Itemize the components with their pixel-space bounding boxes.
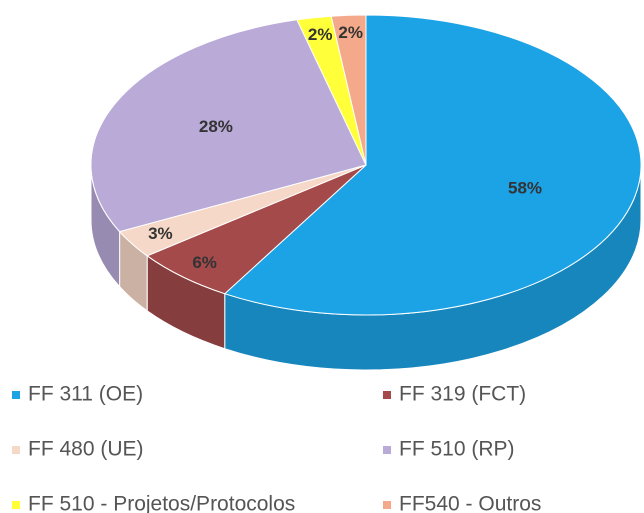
data-label: 2% [338,23,363,42]
slice [223,14,642,316]
data-label: 6% [192,253,217,272]
slice [90,19,367,233]
data-label: 2% [308,25,333,44]
legend-marker [383,501,391,509]
legend-label: FF 311 (OE) [28,383,143,406]
legend-label: FF 510 - Projetos/Protocolos [28,493,295,513]
slice [330,14,367,166]
legend-label: FF540 - Outros [399,493,541,513]
data-label: 3% [148,224,173,243]
data-label: 28% [199,117,233,136]
legend-marker [12,446,20,454]
legend-label: FF 480 (UE) [28,438,144,461]
legend-marker [383,446,391,454]
data-label: 58% [508,178,542,197]
legend-marker [383,391,391,399]
legend-label: FF 319 (FCT) [399,383,526,406]
legend-marker [12,501,20,509]
legend-label: FF 510 (RP) [399,438,515,461]
legend-marker [12,391,20,399]
